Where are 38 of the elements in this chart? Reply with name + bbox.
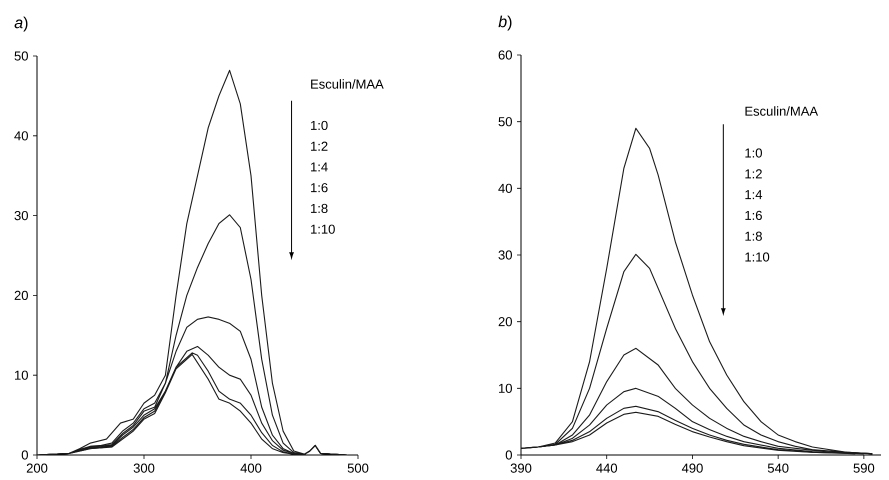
y-tick-label: 10 [499,384,512,393]
y-tick-label: 20 [498,317,512,326]
x-tick-label: 300 [134,464,154,473]
x-tick-label: 390 [510,464,532,473]
annotation: 1:6 [745,210,762,220]
y-tick-label: 40 [14,131,28,140]
y-tick-label: 40 [498,184,512,193]
annotation: Esculin/MAA [311,79,384,89]
annotation: 1:2 [745,169,762,178]
annotation: 1:8 [311,204,328,214]
y-tick-label: 30 [14,210,28,220]
chart-title: b) [498,16,512,30]
y-tick-label: 20 [14,290,28,300]
y-tick-label: 60 [498,50,512,60]
x-tick-label: 590 [854,464,874,473]
chart-title: a) [14,16,28,32]
x-tick-label: 540 [768,464,788,473]
annotation: 1:10 [745,252,770,262]
x-tick-label: 400 [240,464,262,473]
y-tick-label: 0 [506,450,512,460]
annotation: 1:2 [311,142,328,151]
y-tick-label: 10 [14,370,28,380]
annotation: 1:6 [311,183,328,192]
annotation: 1:8 [745,232,762,241]
annotation: 1:4 [745,190,762,200]
x-tick-label: 200 [26,464,48,473]
annotation: 1:0 [311,120,328,130]
x-tick-label: 440 [596,464,618,473]
x-tick-label: 490 [682,464,703,473]
y-tick-label: 30 [498,250,512,260]
annotation: 1:10 [311,224,335,234]
annotation: Esculin/MAA [745,106,818,116]
y-tick-label: 0 [22,450,28,460]
y-tick-label: 50 [498,117,512,126]
annotation: 1:0 [745,148,762,158]
y-tick-label: 50 [14,51,28,61]
annotation: 1:4 [311,162,328,172]
x-tick-label: 500 [348,464,368,473]
